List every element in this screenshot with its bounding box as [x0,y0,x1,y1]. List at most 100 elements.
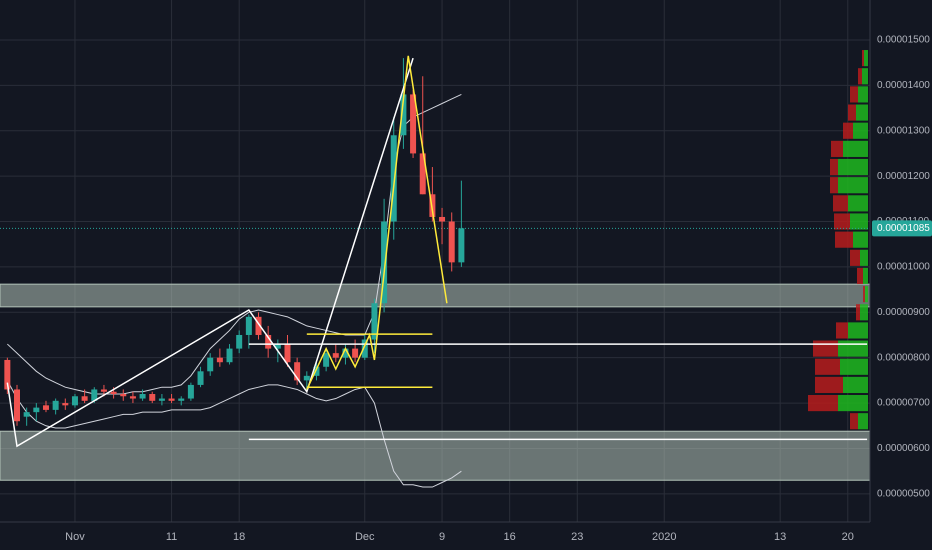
volume-down [808,394,838,412]
candle-body [207,357,214,372]
y-tick-label: 0.00000700 [877,398,930,409]
candle-body [168,398,175,401]
volume-down [830,177,838,194]
drawing-line [6,57,414,448]
candle-body [448,221,455,263]
x-tick-label: 9 [439,531,445,543]
volume-up [862,68,868,85]
candle-body [226,348,233,363]
candle-body [120,393,127,397]
candle-body [265,334,272,349]
volume-up [864,50,868,67]
volume-up [860,304,868,321]
volume-down [831,140,843,157]
candle-body [178,398,185,401]
x-tick-label: 23 [571,531,583,543]
candle-body [4,359,11,390]
volume-down [830,158,838,176]
volume-up [858,413,868,430]
time-axis [0,522,932,550]
volume-down [848,104,856,121]
volume-up [860,249,868,266]
candle-body [100,389,107,392]
y-tick-label: 0.00000500 [877,488,930,499]
volume-down [834,213,850,230]
candle-body [352,348,359,358]
price-label-box [872,220,932,237]
volume-up [838,394,868,412]
price-axis [870,0,932,550]
volume-up [843,140,868,157]
x-tick-label: 18 [233,531,245,543]
candle-body [274,344,281,349]
candle-body [342,348,349,358]
volume-up [850,213,868,230]
candle-body [419,153,426,195]
volume-up [863,267,868,285]
candle-body [216,357,223,363]
volume-up [865,286,868,303]
candle-body [149,393,156,401]
candle-body [294,362,301,381]
volume-up [838,158,868,176]
volume-up [840,358,868,375]
volume-down [815,358,840,375]
candle-body [129,396,136,399]
candle-body [14,389,21,422]
volume-down [850,86,858,103]
volume-down [862,50,864,67]
candle-body [81,396,88,401]
candle-body [110,391,117,394]
candle-body [42,405,49,410]
volume-up [848,195,868,212]
candle-body [323,353,330,367]
volume-up [853,122,868,139]
volume-down [815,376,843,393]
x-tick-label: 2020 [652,531,676,543]
candle-body [303,375,310,381]
band-lower [6,380,462,488]
candle-body [187,384,194,399]
candle-body [400,94,407,136]
volume-up [856,104,868,121]
candle-body [332,353,339,358]
candle-body [158,398,165,401]
candle-body [23,412,30,417]
volume-down [843,122,853,139]
candle-body [381,221,388,304]
candle-body [62,403,69,406]
candle-body [313,366,320,376]
volume-down [858,68,862,85]
volume-down [850,413,858,430]
candle-body [410,94,417,154]
candle-body [371,303,378,340]
y-tick-label: 0.00001300 [877,125,930,136]
y-tick-label: 0.00000900 [877,307,930,318]
candle-body [390,135,397,222]
volume-up [853,231,868,248]
x-tick-label: Nov [65,531,85,543]
volume-up [848,322,868,339]
volume-down [856,304,860,321]
y-tick-label: 0.00000600 [877,443,930,454]
x-tick-label: 16 [504,531,516,543]
candle-body [197,371,204,385]
volume-down [836,322,848,339]
x-tick-label: 11 [166,531,177,543]
candle-body [361,339,368,358]
volume-up [858,86,868,103]
y-tick-label: 0.00001400 [877,80,930,91]
y-tick-label: 0.00000800 [877,352,930,363]
volume-up [843,376,868,393]
price-label: 0.00001085 [877,223,930,234]
volume-down [833,195,848,212]
volume-down [835,231,853,248]
y-tick-label: 0.00001000 [877,262,930,273]
candle-body [33,407,40,413]
candle-body [71,396,78,406]
candle-body [255,316,262,335]
candle-body [245,316,252,335]
volume-down [863,286,865,303]
